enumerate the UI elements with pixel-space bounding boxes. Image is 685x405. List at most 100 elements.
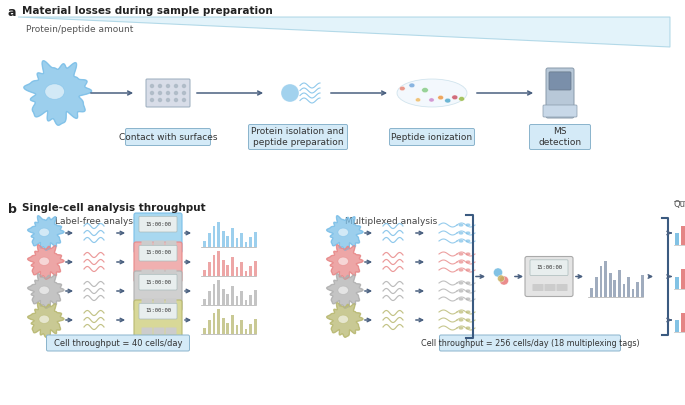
FancyBboxPatch shape	[139, 274, 177, 290]
Text: Peptide ionization: Peptide ionization	[391, 132, 473, 141]
Bar	[595, 277, 598, 296]
Text: 15:00:00: 15:00:00	[145, 279, 171, 284]
Bar	[240, 320, 243, 334]
FancyBboxPatch shape	[134, 242, 182, 282]
Circle shape	[493, 268, 503, 277]
FancyBboxPatch shape	[556, 284, 567, 291]
Bar	[254, 261, 257, 276]
Circle shape	[182, 84, 186, 88]
Text: Label-free analysis: Label-free analysis	[55, 217, 140, 226]
Ellipse shape	[45, 84, 64, 99]
Bar	[217, 280, 220, 305]
Bar	[212, 313, 215, 334]
Ellipse shape	[458, 326, 464, 330]
Text: Cell throughput = 256 cells/day (18 multiplexing tags): Cell throughput = 256 cells/day (18 mult…	[421, 339, 639, 347]
Polygon shape	[27, 216, 64, 250]
Circle shape	[166, 91, 170, 95]
Ellipse shape	[466, 268, 471, 272]
Ellipse shape	[466, 289, 471, 293]
Bar	[231, 257, 234, 276]
Bar	[254, 319, 257, 334]
Bar	[249, 237, 252, 247]
Bar	[240, 291, 243, 305]
Circle shape	[150, 91, 154, 95]
FancyBboxPatch shape	[532, 284, 543, 291]
Bar	[212, 226, 215, 247]
FancyBboxPatch shape	[440, 335, 621, 351]
Bar	[249, 266, 252, 276]
Bar	[208, 320, 211, 334]
Text: Material losses during sample preparation: Material losses during sample preparatio…	[22, 6, 273, 16]
Ellipse shape	[458, 289, 464, 293]
Bar	[240, 262, 243, 276]
Ellipse shape	[466, 310, 471, 314]
Ellipse shape	[466, 260, 471, 264]
Bar	[203, 270, 206, 276]
Text: Cell throughput = 40 cells/day: Cell throughput = 40 cells/day	[53, 339, 182, 347]
Bar	[227, 323, 229, 334]
Ellipse shape	[458, 260, 464, 264]
FancyBboxPatch shape	[153, 298, 164, 305]
Ellipse shape	[422, 87, 428, 93]
Text: Single-cell analysis throughput: Single-cell analysis throughput	[22, 203, 206, 213]
Ellipse shape	[458, 310, 464, 314]
FancyBboxPatch shape	[530, 260, 568, 275]
Text: 15:00:00: 15:00:00	[145, 309, 171, 313]
Bar	[203, 328, 206, 334]
Bar	[203, 299, 206, 305]
Bar	[249, 295, 252, 305]
Ellipse shape	[459, 97, 464, 101]
Ellipse shape	[281, 84, 299, 102]
Circle shape	[499, 276, 508, 285]
Bar	[208, 291, 211, 305]
Bar	[245, 271, 247, 276]
Bar	[604, 260, 607, 296]
Ellipse shape	[39, 315, 49, 323]
Bar	[212, 284, 215, 305]
Bar	[236, 325, 238, 334]
Ellipse shape	[452, 95, 458, 100]
FancyBboxPatch shape	[545, 284, 556, 291]
Bar	[675, 233, 680, 245]
Ellipse shape	[466, 223, 471, 227]
Bar	[231, 228, 234, 247]
FancyBboxPatch shape	[249, 124, 347, 149]
Bar	[217, 309, 220, 334]
Ellipse shape	[39, 228, 49, 237]
Text: 15:00:00: 15:00:00	[145, 251, 171, 256]
Ellipse shape	[39, 257, 49, 265]
Bar	[227, 294, 229, 305]
Circle shape	[166, 84, 170, 88]
FancyBboxPatch shape	[134, 300, 182, 340]
FancyBboxPatch shape	[166, 241, 177, 247]
Text: 15:00:00: 15:00:00	[145, 222, 171, 226]
Bar	[613, 280, 616, 296]
Bar	[682, 269, 685, 288]
Ellipse shape	[458, 252, 464, 256]
Ellipse shape	[458, 268, 464, 272]
FancyBboxPatch shape	[142, 298, 153, 305]
Bar	[240, 233, 243, 247]
Ellipse shape	[338, 315, 349, 323]
Bar	[618, 269, 621, 296]
Bar	[632, 289, 634, 296]
Polygon shape	[27, 303, 64, 337]
FancyBboxPatch shape	[134, 213, 182, 253]
Circle shape	[182, 91, 186, 95]
Bar	[227, 236, 229, 247]
Bar	[222, 289, 225, 305]
FancyBboxPatch shape	[142, 269, 153, 277]
Bar	[245, 300, 247, 305]
FancyBboxPatch shape	[153, 328, 164, 335]
Text: 15:00:00: 15:00:00	[536, 265, 562, 270]
Text: Contact with surfaces: Contact with surfaces	[119, 132, 217, 141]
FancyBboxPatch shape	[166, 298, 177, 305]
Text: a: a	[8, 6, 16, 19]
Ellipse shape	[39, 286, 49, 294]
Circle shape	[150, 84, 154, 88]
Bar	[675, 320, 680, 332]
Ellipse shape	[338, 257, 349, 265]
Bar	[236, 296, 238, 305]
Bar	[682, 313, 685, 332]
Bar	[627, 277, 630, 296]
